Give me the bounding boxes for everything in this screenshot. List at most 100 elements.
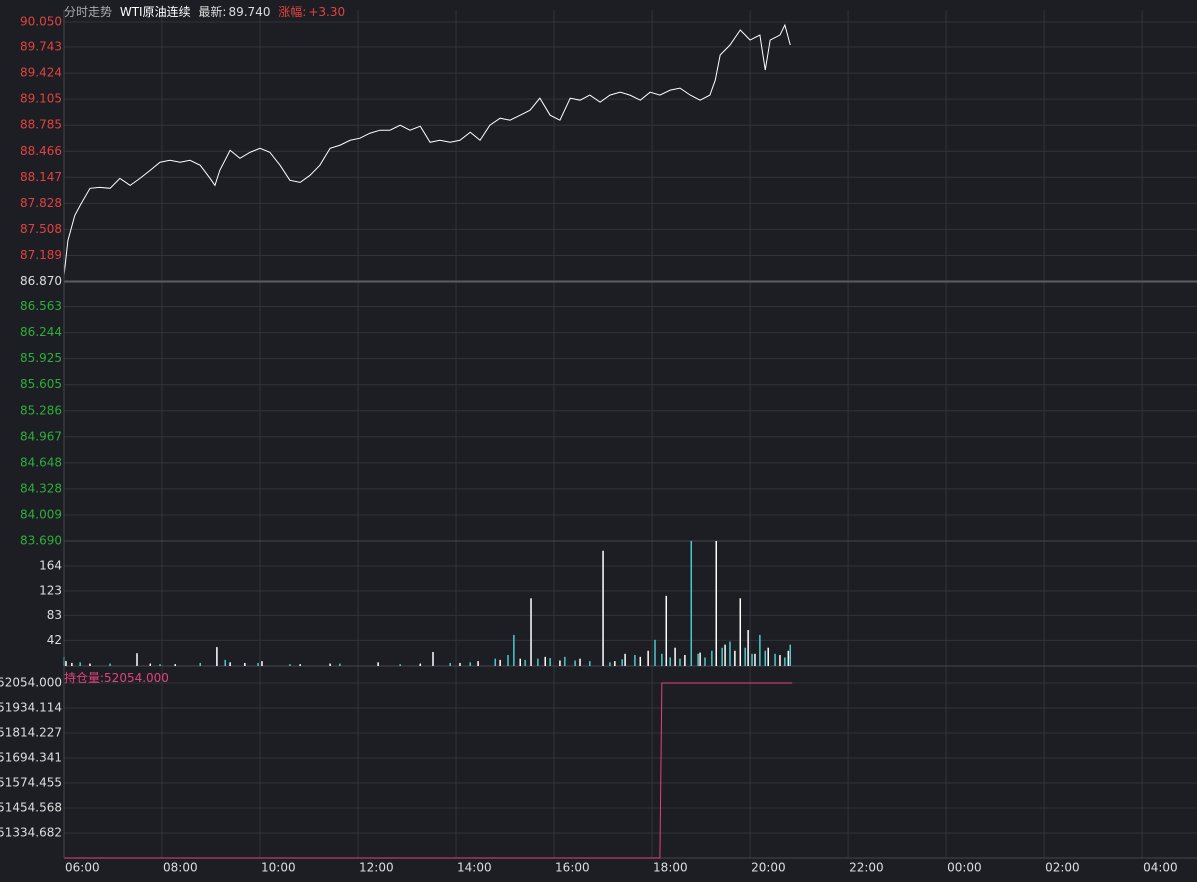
x-tick-label: 20:00	[751, 861, 786, 875]
volume-bar	[537, 658, 539, 666]
volume-bar	[715, 541, 718, 666]
volume-bar	[739, 598, 742, 666]
oi-value: 52054.000	[104, 671, 169, 685]
y-tick-label: 88.466	[20, 144, 62, 158]
volume-bar	[665, 595, 668, 666]
x-tick-label: 06:00	[65, 861, 100, 875]
volume-bar	[494, 658, 496, 666]
latest-price: 89.740	[228, 5, 271, 19]
y-tick-label: 87.189	[20, 248, 62, 262]
volume-bar	[661, 653, 663, 666]
y-tick-label: 123	[39, 584, 62, 598]
y-tick-label: 83	[47, 608, 62, 622]
volume-bar	[257, 662, 259, 666]
price-line	[63, 23, 791, 276]
x-tick-label: 02:00	[1045, 861, 1080, 875]
y-tick-label: 164	[39, 559, 62, 573]
volume-bar	[679, 658, 681, 666]
volume-bar	[704, 657, 706, 666]
y-tick-label: 86.870	[20, 274, 62, 288]
volume-bar	[711, 650, 713, 666]
volume-bar	[377, 662, 379, 666]
volume-bar	[744, 647, 746, 666]
volume-bar	[721, 647, 723, 666]
instrument-name: WTI原油连续	[119, 5, 191, 19]
y-tick-label: 85.925	[20, 351, 62, 365]
volume-bar	[621, 659, 623, 666]
y-tick-label: 83.690	[20, 534, 62, 548]
volume-bar	[89, 663, 91, 666]
y-tick-label: 85.286	[20, 403, 62, 417]
volume-bar	[261, 661, 263, 666]
y-tick-label: 84.009	[20, 507, 62, 521]
volume-bar	[499, 659, 501, 666]
y-tick-label: 90.050	[20, 15, 62, 29]
volume-bar	[669, 657, 671, 666]
volume-bar	[589, 661, 591, 666]
volume-bar	[299, 664, 301, 666]
open-interest-header: 持仓量:52054.000	[64, 669, 169, 686]
change-value: +3.30	[308, 5, 346, 19]
volume-bar	[339, 663, 341, 666]
x-tick-label: 22:00	[849, 861, 884, 875]
header: 分时走势 WTI原油连续 最新: 89.740 涨幅: +3.30	[64, 3, 349, 20]
volume-bar	[767, 647, 769, 666]
volume-bar	[574, 660, 576, 666]
volume-bar	[507, 655, 509, 666]
volume-bar	[639, 656, 642, 666]
volume-bar	[519, 658, 521, 666]
x-tick-label: 14:00	[457, 861, 492, 875]
volume-bar	[229, 662, 231, 666]
volume-bar	[71, 662, 73, 666]
volume-bar	[724, 644, 726, 666]
volume-bar	[159, 664, 161, 666]
volume-bar	[244, 662, 246, 666]
x-tick-label: 08:00	[163, 861, 198, 875]
volume-bar	[564, 656, 566, 666]
volume-bar	[747, 630, 749, 666]
volume-bar	[469, 662, 472, 666]
volume-bar	[734, 650, 736, 666]
volume-bar	[787, 650, 790, 666]
volume-bar	[774, 653, 776, 666]
volume-bar	[149, 663, 151, 666]
volume-bar	[690, 541, 693, 666]
y-tick-label: 86.563	[20, 299, 62, 313]
volume-bar	[524, 659, 526, 666]
volume-bar	[459, 662, 461, 666]
volume-bar	[432, 651, 434, 666]
y-tick-label: 84.967	[20, 429, 62, 443]
x-tick-label: 18:00	[653, 861, 688, 875]
volume-bar	[647, 650, 649, 666]
volume-bar	[784, 657, 786, 666]
y-tick-label: 85.605	[20, 377, 62, 391]
latest-label: 最新:	[198, 5, 227, 19]
volume-bar	[697, 653, 699, 666]
volume-bar	[654, 639, 656, 666]
volume-bar	[789, 644, 792, 666]
y-tick-label: 87.508	[20, 222, 62, 236]
y-tick-label: 51814.227	[0, 726, 62, 740]
volume-bar	[624, 653, 626, 666]
volume-bar	[136, 653, 138, 666]
volume-bar	[449, 662, 451, 666]
volume-bar	[544, 656, 546, 666]
change-label: 涨幅:	[278, 5, 307, 19]
volume-bar	[759, 634, 761, 666]
volume-bar	[530, 598, 532, 666]
volume-bar	[634, 655, 636, 666]
y-tick-label: 51454.568	[0, 801, 62, 815]
x-tick-label: 04:00	[1143, 861, 1178, 875]
volume-bar	[559, 660, 561, 666]
volume-bar	[65, 661, 67, 666]
y-tick-label: 86.244	[20, 325, 62, 339]
y-tick-label: 52054.000	[0, 676, 62, 690]
volume-bar	[609, 662, 611, 666]
x-tick-label: 10:00	[261, 861, 296, 875]
oi-label: 持仓量:	[64, 671, 105, 685]
volume-bar	[674, 647, 676, 666]
volume-bar	[216, 647, 218, 666]
volume-bar	[199, 662, 201, 666]
volume-bar	[579, 658, 581, 666]
